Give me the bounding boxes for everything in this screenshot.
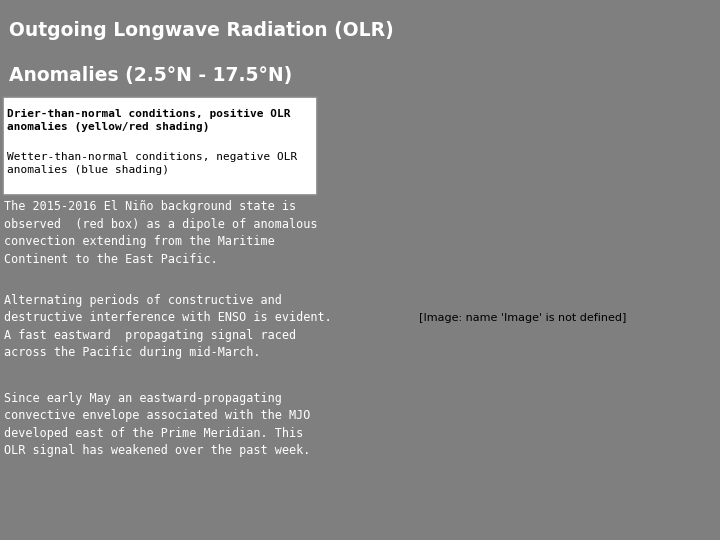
- Text: The 2015-2016 El Niño background state is
observed  (red box) as a dipole of ano: The 2015-2016 El Niño background state i…: [4, 200, 318, 266]
- FancyBboxPatch shape: [3, 97, 317, 195]
- Text: Outgoing Longwave Radiation (OLR): Outgoing Longwave Radiation (OLR): [9, 21, 393, 40]
- Text: [Image: name 'Image' is not defined]: [Image: name 'Image' is not defined]: [419, 313, 627, 323]
- Text: Alternating periods of constructive and
destructive interference with ENSO is ev: Alternating periods of constructive and …: [4, 294, 332, 359]
- Text: Drier-than-normal conditions, positive OLR
anomalies (yellow/red shading): Drier-than-normal conditions, positive O…: [7, 109, 291, 132]
- Text: Wetter-than-normal conditions, negative OLR
anomalies (blue shading): Wetter-than-normal conditions, negative …: [7, 152, 297, 175]
- Text: Anomalies (2.5°N - 17.5°N): Anomalies (2.5°N - 17.5°N): [9, 66, 292, 85]
- Text: Since early May an eastward-propagating
convective envelope associated with the : Since early May an eastward-propagating …: [4, 392, 310, 457]
